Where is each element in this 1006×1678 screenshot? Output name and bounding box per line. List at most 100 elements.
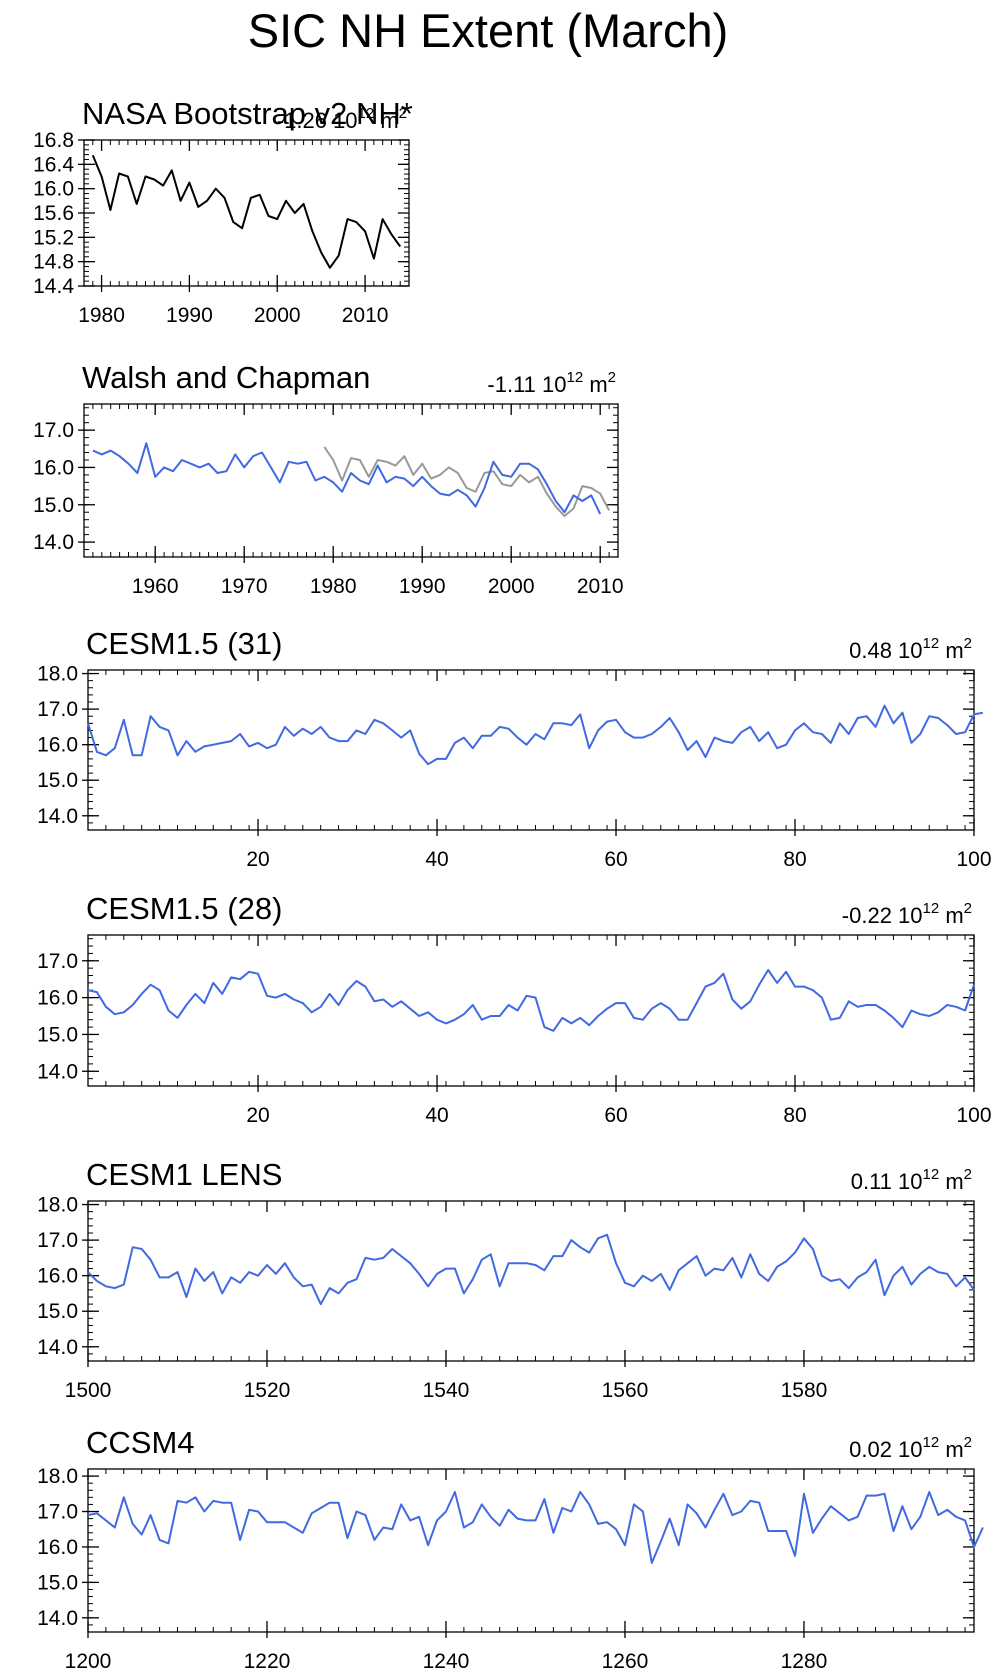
- panel1-trend-label: -1.26 1012 m2: [277, 105, 407, 133]
- panel5-x-tick-label: 1500: [65, 1379, 112, 1402]
- panel3-x-tick-label: 100: [956, 848, 991, 871]
- panel2-minor-ticks: [83, 404, 619, 558]
- panel3-y-tick-label: 18.0: [37, 663, 78, 686]
- panel5-minor-ticks: [87, 1201, 974, 1362]
- panel2-series-line-1: [323, 446, 610, 517]
- panel1-y-tick-label: 16.8: [33, 129, 74, 152]
- panel5-y-tick-label: 17.0: [37, 1229, 78, 1252]
- panel4-x-tick-label: 100: [956, 1104, 991, 1127]
- panel2-y-tick-label: 17.0: [33, 419, 74, 442]
- panel6-y-tick-label: 14.0: [37, 1607, 78, 1630]
- panel6-title: CCSM4: [86, 1425, 195, 1460]
- panel6-series-line-1: [87, 1491, 984, 1564]
- panel5-series-line-1: [87, 1233, 975, 1306]
- panel4-trend-label: -0.22 1012 m2: [842, 900, 972, 928]
- panel1-y-tick-label: 14.4: [33, 275, 74, 298]
- panel3-y-tick-label: 14.0: [37, 805, 78, 828]
- panel1: 1980 1990 2000 2010 14.414.815.215.616.016.4…: [33, 96, 413, 327]
- panel2-x-tick-label: 1980: [310, 575, 357, 598]
- panel3-x-tick-label: 20: [246, 848, 269, 871]
- panel6-y-tick-label: 17.0: [37, 1501, 78, 1524]
- panel3-x-tick-label: 40: [425, 848, 448, 871]
- panel2-x-axis: 1960 1970 1980 1990 2000 2010: [132, 404, 624, 598]
- panel2-x-tick-label: 1970: [221, 575, 268, 598]
- panel5-trend-label: 0.11 1012 m2: [851, 1166, 972, 1194]
- panel2-trend-label: -1.11 1012 m2: [487, 369, 616, 397]
- panel1-y-tick-label: 15.2: [33, 226, 74, 249]
- panel2: 1960 1970 1980 1990 2000 2010 14.0 15.0 16.0 17.0…: [33, 360, 623, 598]
- panel6-minor-ticks: [87, 1468, 974, 1633]
- panel3-y-tick-label: 16.0: [37, 734, 78, 757]
- panel1-series-line-1: [91, 154, 402, 269]
- panel1-y-tick-label: 16.0: [33, 178, 74, 201]
- panel1-y-tick-label: 16.4: [33, 153, 74, 176]
- panel4-minor-ticks: [87, 935, 974, 1087]
- panel6-trend-label: 0.02 1012 m2: [849, 1434, 972, 1462]
- panel5-x-tick-label: 1540: [423, 1379, 470, 1402]
- panel3-trend-label: 0.48 1012 m2: [849, 635, 972, 663]
- panel1-y-axis: 14.414.815.215.616.016.416.8: [33, 129, 409, 298]
- panel5-y-tick-label: 18.0: [37, 1194, 78, 1217]
- panel6-x-tick-label: 1240: [423, 1650, 470, 1673]
- panel2-x-tick-label: 2000: [488, 575, 535, 598]
- panel6-x-axis: 1200 1220 1240 1260 1280: [65, 1469, 828, 1673]
- panel4-x-tick-label: 80: [783, 1104, 806, 1127]
- panel3-x-tick-label: 80: [783, 848, 806, 871]
- panel5-x-tick-label: 1580: [781, 1379, 828, 1402]
- panel4-x-tick-label: 40: [425, 1104, 448, 1127]
- panel3-x-axis: 20 40 60 80 100: [246, 670, 992, 871]
- panel1-x-tick-label: 1980: [78, 304, 125, 327]
- panel1-x-axis: 1980 1990 2000 2010: [78, 140, 388, 327]
- panel2-title: Walsh and Chapman: [82, 360, 370, 395]
- figure-title: SIC NH Extent (March): [247, 4, 729, 57]
- panel1-x-tick-label: 2000: [254, 304, 301, 327]
- panel3-y-tick-label: 15.0: [37, 769, 78, 792]
- panel1-title: NASA Bootstrap v2 NH*: [82, 96, 413, 131]
- panel3-y-tick-label: 17.0: [37, 698, 78, 721]
- panel2-x-tick-label: 2010: [577, 575, 624, 598]
- panel4-series-line-1: [87, 969, 975, 1032]
- panel1-x-tick-label: 1990: [166, 304, 213, 327]
- panel6-x-tick-label: 1260: [602, 1650, 649, 1673]
- panel3-title: CESM1.5 (31): [86, 626, 282, 661]
- panel5-frame: [87, 1200, 975, 1362]
- panel1-y-tick-label: 14.8: [33, 251, 74, 274]
- panel3-series-line-1: [87, 704, 984, 766]
- panel6-x-tick-label: 1280: [781, 1650, 828, 1673]
- panel2-frame: [83, 403, 619, 558]
- panel6-y-axis: 14.0 15.0 16.0 17.0 18.0: [37, 1465, 974, 1630]
- panel6-frame: [87, 1468, 975, 1633]
- panel5-y-axis: 14.0 15.0 16.0 17.0 18.0: [37, 1194, 974, 1359]
- panel4-title: CESM1.5 (28): [86, 891, 282, 926]
- panel5-y-tick-label: 15.0: [37, 1300, 78, 1323]
- panel4-y-tick-label: 16.0: [37, 987, 78, 1010]
- panel4-x-tick-label: 20: [246, 1104, 269, 1127]
- panel2-y-tick-label: 16.0: [33, 456, 74, 479]
- panel5-y-tick-label: 14.0: [37, 1336, 78, 1359]
- panel4-y-tick-label: 17.0: [37, 950, 78, 973]
- panel6: 1200 1220 1240 1260 1280 14.0 15.0 16.0 17.0 18.0…: [37, 1425, 984, 1673]
- panel2-y-tick-label: 15.0: [33, 494, 74, 517]
- panel1-y-tick-label: 15.6: [33, 202, 74, 225]
- panel3-minor-ticks: [87, 670, 974, 831]
- panel3: 20 40 60 80 100 14.0 15.0 16.0 17.0 18.0 CESM1.5 (…: [37, 626, 991, 871]
- panel4-frame: [87, 934, 975, 1087]
- panel6-y-tick-label: 18.0: [37, 1465, 78, 1488]
- panel6-y-tick-label: 15.0: [37, 1571, 78, 1594]
- panel5-x-tick-label: 1520: [244, 1379, 291, 1402]
- panel3-frame: [87, 669, 975, 831]
- panel5-x-tick-label: 1560: [602, 1379, 649, 1402]
- panel4-x-tick-label: 60: [604, 1104, 627, 1127]
- panel2-y-axis: 14.0 15.0 16.0 17.0: [33, 419, 618, 554]
- panel2-series-line-2: [92, 442, 602, 515]
- panel5: 1500 1520 1540 1560 1580 14.0 15.0 16.0 17.0 18.0…: [37, 1157, 975, 1402]
- panel4-y-tick-label: 15.0: [37, 1023, 78, 1046]
- panel5-title: CESM1 LENS: [86, 1157, 282, 1192]
- panel3-y-axis: 14.0 15.0 16.0 17.0 18.0: [37, 663, 974, 828]
- panel5-y-tick-label: 16.0: [37, 1265, 78, 1288]
- panel3-x-tick-label: 60: [604, 848, 627, 871]
- panel5-x-axis: 1500 1520 1540 1560 1580: [65, 1201, 828, 1402]
- panel2-x-tick-label: 1960: [132, 575, 179, 598]
- panel6-x-tick-label: 1200: [65, 1650, 112, 1673]
